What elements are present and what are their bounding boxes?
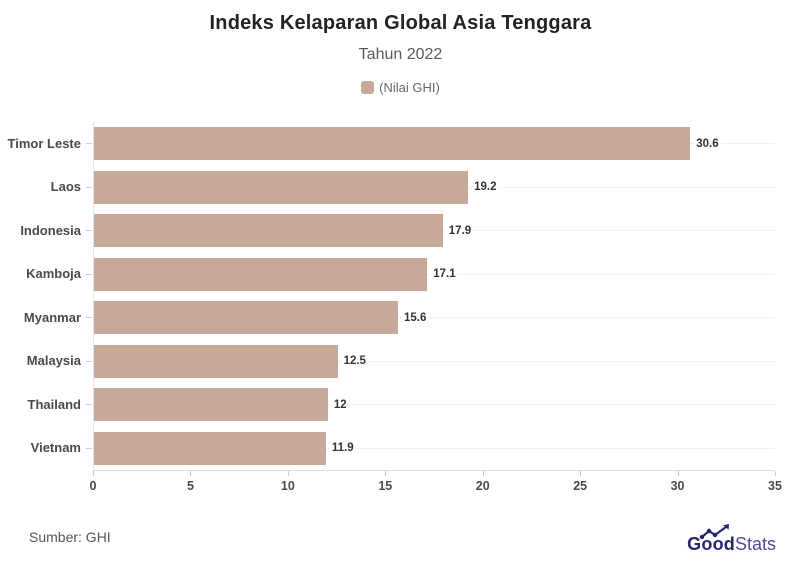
value-label: 12.5: [341, 354, 368, 369]
value-label: 11.9: [329, 441, 356, 456]
category-label: Myanmar: [23, 309, 81, 325]
y-axis-tick: [86, 143, 92, 145]
bar[interactable]: [94, 257, 428, 291]
value-label: 12: [331, 397, 349, 412]
x-axis-tick: [93, 471, 94, 476]
category-label: Thailand: [27, 396, 81, 412]
x-tick-label: 35: [768, 479, 782, 493]
value-label: 17.9: [446, 223, 474, 238]
y-axis-tick: [86, 273, 92, 275]
bar[interactable]: [94, 127, 691, 161]
row-gridline: [93, 360, 775, 362]
x-axis-tick: [287, 471, 289, 476]
y-axis-line: [93, 122, 94, 470]
x-axis-tick: [482, 471, 484, 476]
y-axis-tick: [86, 230, 92, 232]
legend-label: (Nilai GHI): [379, 80, 440, 95]
bar[interactable]: [94, 388, 328, 422]
bar[interactable]: [94, 344, 338, 378]
trend-arrow-icon: [699, 524, 730, 540]
y-axis-tick: [86, 186, 92, 188]
value-label: 19.2: [472, 180, 499, 195]
bar[interactable]: [94, 301, 398, 335]
x-tick-label: 20: [475, 479, 490, 493]
y-axis-tick: [86, 404, 92, 406]
row-gridline: [93, 447, 775, 449]
row-gridline: [93, 404, 775, 406]
chart-subtitle: Tahun 2022: [358, 46, 443, 63]
x-tick-label: 0: [89, 479, 97, 493]
value-label: 15.6: [401, 310, 429, 325]
value-label: 30.6: [694, 136, 721, 151]
y-axis-tick: [86, 447, 92, 449]
x-tick-label: 15: [378, 479, 393, 493]
x-tick-label: 30: [670, 479, 685, 493]
bar[interactable]: [94, 170, 469, 204]
value-label: 17.1: [431, 267, 458, 282]
x-axis-tick: [677, 471, 679, 476]
brand-bold: Good: [687, 534, 735, 554]
bar[interactable]: [94, 431, 326, 465]
x-axis-tick: [580, 471, 582, 476]
legend-swatch-icon: [361, 81, 375, 94]
y-axis-tick: [86, 360, 92, 362]
goodstats-logo: GoodStats: [687, 521, 776, 555]
row-gridline: [93, 317, 775, 319]
legend[interactable]: (Nilai GHI): [0, 80, 801, 95]
x-tick-label: 5: [186, 479, 194, 493]
category-label: Vietnam: [30, 440, 81, 456]
category-label: Indonesia: [20, 222, 81, 238]
x-tick-label: 10: [280, 479, 295, 493]
source-note: Sumber: GHI: [29, 529, 111, 545]
brand-light: Stats: [734, 534, 776, 554]
goodstats-wordmark: GoodStats: [687, 524, 776, 555]
category-label: Laos: [50, 179, 81, 195]
x-tick-label: 25: [573, 479, 588, 493]
x-axis-tick: [775, 471, 776, 476]
bar[interactable]: [94, 214, 443, 248]
x-axis-tick: [190, 471, 192, 476]
category-label: Kamboja: [26, 266, 81, 282]
x-axis-line: [93, 470, 775, 471]
category-label: Timor Leste: [7, 135, 81, 151]
category-label: Malaysia: [26, 353, 81, 369]
chart-title: Indeks Kelaparan Global Asia Tenggara: [209, 12, 592, 34]
y-axis-tick: [86, 317, 92, 319]
x-axis-tick: [385, 471, 387, 476]
